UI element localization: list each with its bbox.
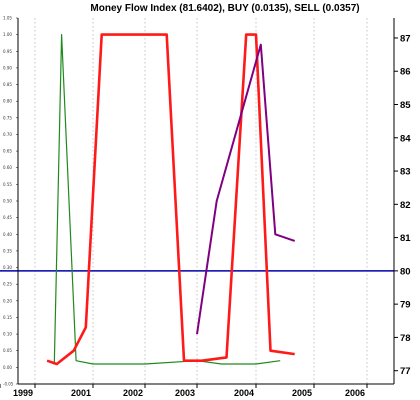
right-tick-label-3: 80 <box>400 266 411 277</box>
left-tick-label-6: 0.25 <box>3 282 12 287</box>
x-tick-label-2: 2002 <box>123 388 143 398</box>
left-tick-label-22: 1.05 <box>3 16 12 21</box>
grid <box>34 18 368 384</box>
series-line-buy <box>46 33 281 365</box>
series-line-sell <box>46 33 295 366</box>
x-tick-label-3: 2003 <box>175 388 195 398</box>
x-tick-label-5: 2005 <box>292 388 312 398</box>
right-tick-label-4: 81 <box>400 233 411 244</box>
left-tick-label-21: 1.00 <box>3 32 12 37</box>
left-tick-label-7: 0.30 <box>3 265 12 270</box>
left-tick-label-17: 0.80 <box>3 99 12 104</box>
series-line-money-flow-index <box>196 43 296 335</box>
right-tick-label-7: 84 <box>400 133 411 144</box>
right-tick-label-6: 83 <box>400 167 411 178</box>
left-tick-label-15: 0.70 <box>3 132 12 137</box>
left-tick-label-4: 0.15 <box>3 315 12 320</box>
left-tick-label-20: 0.95 <box>3 49 12 54</box>
left-tick-label-1: 0.00 <box>3 365 12 370</box>
x-axis: 19992001200220032004200520062007 <box>0 384 368 398</box>
left-tick-label-11: 0.50 <box>3 199 12 204</box>
left-tick-label-5: 0.20 <box>3 298 12 303</box>
left-tick-label-13: 0.60 <box>3 165 12 170</box>
left-tick-label-2: 0.05 <box>3 348 12 353</box>
left-tick-label-10: 0.45 <box>3 215 12 220</box>
right-tick-label-0: 77 <box>400 366 411 377</box>
left-tick-label-8: 0.35 <box>3 248 12 253</box>
right-tick-label-10: 87 <box>400 33 411 44</box>
left-tick-label-0: -0.05 <box>3 382 14 387</box>
left-tick-label-18: 0.85 <box>3 82 12 87</box>
x-tick-label-6: 2006 <box>345 388 365 398</box>
left-axis: -0.05 0.00 0.05 0.10 0.15 0.20 0.25 0.30 0.35 0.4… <box>3 16 18 387</box>
left-tick-label-19: 0.90 <box>3 65 12 70</box>
chart-title: Money Flow Index (81.6402), BUY (0.0135)… <box>90 3 359 14</box>
left-tick-label-9: 0.40 <box>3 232 12 237</box>
left-tick-label-16: 0.75 <box>3 115 12 120</box>
right-tick-label-2: 79 <box>400 300 411 311</box>
x-tick-label-1: 2001 <box>71 388 91 398</box>
left-tick-label-12: 0.55 <box>3 182 12 187</box>
right-tick-label-9: 86 <box>400 67 411 78</box>
x-tick-label-0: 1999 <box>13 388 33 398</box>
right-tick-label-8: 85 <box>400 100 411 111</box>
right-axis: 77 78 79 80 81 82 83 84 85 86 87 <box>394 33 411 377</box>
left-tick-label-3: 0.10 <box>3 332 12 337</box>
x-tick-label-4: 2004 <box>234 388 254 398</box>
series-layer <box>46 33 296 366</box>
right-tick-label-1: 78 <box>400 333 411 344</box>
right-tick-label-5: 82 <box>400 200 411 211</box>
left-tick-label-14: 0.65 <box>3 149 12 154</box>
